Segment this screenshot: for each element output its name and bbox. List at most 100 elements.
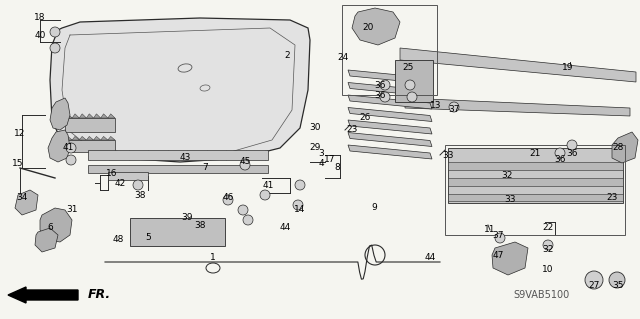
- Polygon shape: [35, 228, 58, 252]
- Bar: [395, 60, 433, 102]
- Text: 9: 9: [371, 204, 377, 212]
- Text: 36: 36: [554, 155, 566, 165]
- Text: 36: 36: [374, 80, 386, 90]
- Circle shape: [66, 155, 76, 165]
- Polygon shape: [79, 137, 86, 140]
- Circle shape: [380, 92, 390, 102]
- Text: 2: 2: [284, 50, 290, 60]
- Text: 26: 26: [359, 114, 371, 122]
- Polygon shape: [72, 114, 79, 118]
- Text: 48: 48: [112, 235, 124, 244]
- Text: 16: 16: [106, 168, 118, 177]
- Text: S9VAB5100: S9VAB5100: [514, 290, 570, 300]
- Text: 17: 17: [324, 155, 336, 165]
- Polygon shape: [93, 137, 100, 140]
- Circle shape: [405, 80, 415, 90]
- Text: 34: 34: [16, 194, 28, 203]
- Circle shape: [260, 190, 270, 200]
- Circle shape: [293, 200, 303, 210]
- Polygon shape: [100, 137, 108, 140]
- Text: 41: 41: [262, 181, 274, 189]
- Polygon shape: [492, 242, 528, 275]
- Polygon shape: [86, 114, 93, 118]
- Polygon shape: [93, 114, 100, 118]
- Text: 44: 44: [424, 254, 436, 263]
- Text: 4: 4: [318, 159, 324, 167]
- Circle shape: [555, 148, 565, 158]
- Text: 44: 44: [280, 224, 291, 233]
- Circle shape: [66, 143, 76, 153]
- Text: 42: 42: [115, 179, 125, 188]
- Polygon shape: [348, 108, 432, 122]
- Circle shape: [543, 240, 553, 250]
- Text: FR.: FR.: [88, 288, 111, 301]
- Polygon shape: [405, 98, 630, 116]
- Bar: [448, 178, 623, 186]
- Bar: [342, 5, 437, 95]
- Polygon shape: [65, 114, 72, 118]
- Text: 30: 30: [309, 123, 321, 132]
- Text: 41: 41: [62, 144, 74, 152]
- Polygon shape: [348, 132, 432, 146]
- Text: 12: 12: [14, 129, 26, 137]
- Circle shape: [380, 80, 390, 90]
- Circle shape: [223, 195, 233, 205]
- Polygon shape: [348, 145, 432, 159]
- Text: 33: 33: [504, 196, 516, 204]
- Polygon shape: [40, 208, 72, 242]
- Bar: [108, 172, 148, 180]
- Text: 47: 47: [492, 250, 504, 259]
- Text: 20: 20: [362, 24, 374, 33]
- Text: 11: 11: [484, 226, 496, 234]
- Circle shape: [295, 180, 305, 190]
- Circle shape: [567, 140, 577, 150]
- Text: 15: 15: [12, 159, 24, 167]
- Circle shape: [243, 215, 253, 225]
- Text: 31: 31: [67, 205, 77, 214]
- Polygon shape: [348, 120, 432, 134]
- Text: 10: 10: [542, 265, 554, 275]
- Text: 22: 22: [542, 224, 554, 233]
- Circle shape: [449, 102, 459, 112]
- Text: 39: 39: [181, 213, 193, 222]
- Circle shape: [609, 272, 625, 288]
- Text: 23: 23: [346, 125, 358, 135]
- Bar: [65, 118, 115, 132]
- Text: 32: 32: [501, 170, 513, 180]
- Circle shape: [50, 43, 60, 53]
- Circle shape: [50, 27, 60, 37]
- Polygon shape: [348, 95, 432, 109]
- Bar: [445, 145, 625, 235]
- Polygon shape: [15, 190, 38, 215]
- Circle shape: [495, 233, 505, 243]
- Polygon shape: [79, 114, 86, 118]
- Text: 7: 7: [202, 164, 208, 173]
- Bar: [88, 150, 268, 160]
- Text: 5: 5: [145, 234, 151, 242]
- Polygon shape: [65, 137, 72, 140]
- Text: 33: 33: [442, 151, 454, 160]
- Text: 36: 36: [374, 91, 386, 100]
- Text: 8: 8: [334, 164, 340, 173]
- Circle shape: [240, 160, 250, 170]
- Text: 40: 40: [35, 31, 45, 40]
- Polygon shape: [86, 137, 93, 140]
- Text: 18: 18: [35, 13, 45, 23]
- Polygon shape: [348, 70, 432, 84]
- Polygon shape: [50, 98, 70, 130]
- Text: 13: 13: [430, 100, 442, 109]
- Polygon shape: [48, 130, 70, 162]
- Bar: [88, 165, 268, 173]
- Text: 24: 24: [337, 54, 349, 63]
- Text: 46: 46: [222, 194, 234, 203]
- Bar: [130, 218, 225, 246]
- Circle shape: [585, 271, 603, 289]
- Circle shape: [407, 92, 417, 102]
- Text: 3: 3: [318, 149, 324, 158]
- Text: 32: 32: [542, 246, 554, 255]
- Text: 14: 14: [294, 205, 306, 214]
- Text: 27: 27: [588, 280, 600, 290]
- Text: 19: 19: [563, 63, 573, 72]
- Text: 37: 37: [448, 106, 460, 115]
- Polygon shape: [612, 132, 638, 163]
